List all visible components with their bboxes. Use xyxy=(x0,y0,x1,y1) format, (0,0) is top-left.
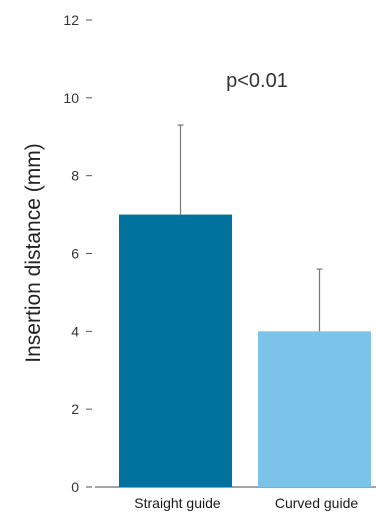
y-tick-label: 12 xyxy=(63,12,79,28)
y-tick-label: 2 xyxy=(71,401,79,417)
bars xyxy=(119,214,371,488)
y-axis-title: Insertion distance (mm) xyxy=(22,143,45,362)
bar-curved-guide xyxy=(258,331,371,487)
y-tick-label: 6 xyxy=(71,246,79,262)
y-tick-label: 0 xyxy=(71,479,79,495)
bar-straight-guide xyxy=(119,214,232,488)
error-bars xyxy=(177,124,323,332)
y-tick-label: 10 xyxy=(63,90,79,106)
category-labels: Straight guide Curved guide xyxy=(134,495,358,511)
significance-annotation: p<0.01 xyxy=(226,70,288,92)
x-category-label: Straight guide xyxy=(134,495,221,511)
y-tick-label: 8 xyxy=(71,168,79,184)
x-category-label: Curved guide xyxy=(275,495,358,511)
y-tick-label: 4 xyxy=(71,323,79,339)
